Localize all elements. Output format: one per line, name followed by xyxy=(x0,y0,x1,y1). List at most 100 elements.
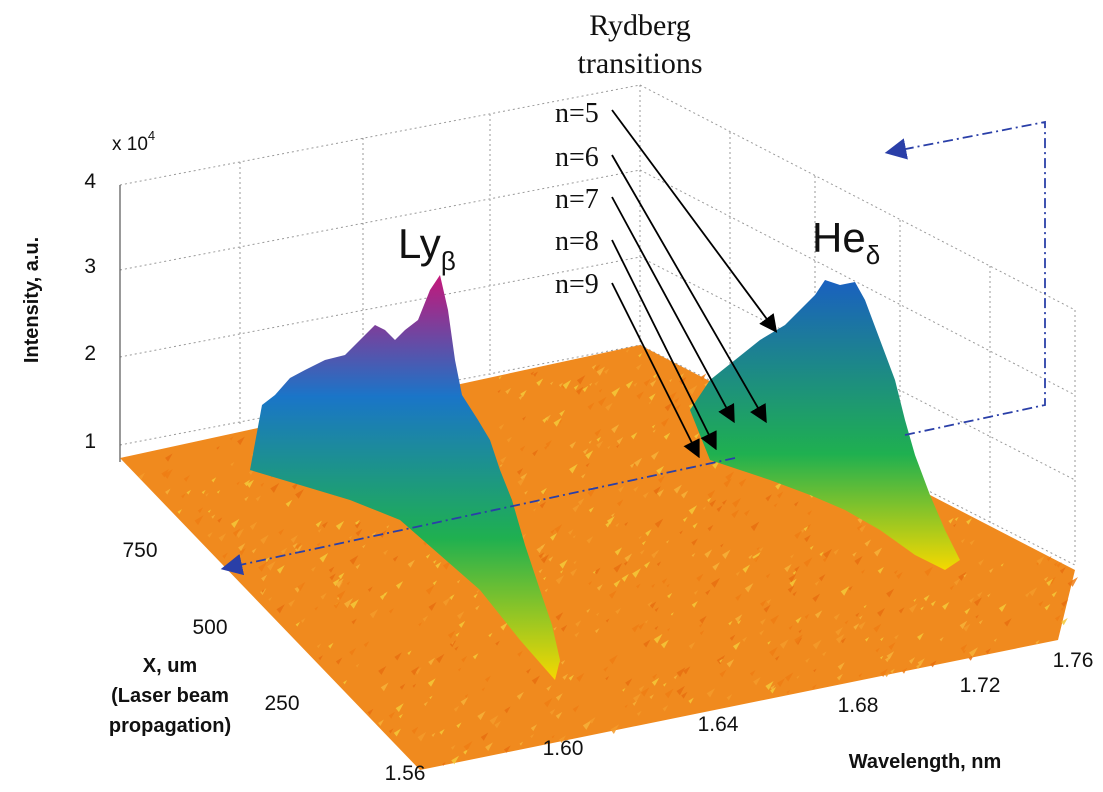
floor-speckle xyxy=(658,475,665,484)
floor-speckle xyxy=(232,528,241,537)
floor-speckle xyxy=(835,633,845,644)
floor-speckle xyxy=(765,681,774,691)
floor-speckle xyxy=(694,432,700,439)
floor-speckle xyxy=(998,603,1007,613)
floor-speckle xyxy=(569,441,577,449)
floor-speckle xyxy=(735,593,742,601)
floor-speckle xyxy=(464,694,469,698)
x-tick-label: 1.76 xyxy=(1053,649,1094,672)
floor-speckle xyxy=(719,669,727,678)
floor-speckle xyxy=(650,379,657,387)
floor-speckle xyxy=(644,561,651,569)
floor-speckle xyxy=(610,724,620,734)
z-tick-label: 3 xyxy=(84,255,96,278)
floor-speckle xyxy=(767,640,771,645)
floor-speckle xyxy=(765,494,772,502)
floor-speckle xyxy=(770,686,777,694)
floor-speckle xyxy=(442,597,451,607)
floor-speckle xyxy=(585,450,594,460)
floor-speckle xyxy=(355,663,360,668)
floor-speckle xyxy=(759,629,765,636)
floor-speckle xyxy=(641,540,646,546)
floor-speckle xyxy=(350,599,359,609)
floor-speckle xyxy=(211,514,216,519)
projection-arrow-x xyxy=(220,457,736,576)
floor-speckle xyxy=(546,685,552,692)
floor-speckle xyxy=(562,673,569,681)
floor-speckle xyxy=(333,601,340,609)
floor-speckle xyxy=(207,531,213,538)
floor-speckle xyxy=(613,563,623,573)
floor-speckle xyxy=(877,566,884,574)
floor-speckle xyxy=(560,659,566,665)
floor-speckle xyxy=(712,460,720,469)
floor-speckle xyxy=(393,728,401,737)
floor-speckle xyxy=(163,469,173,479)
floor-speckle xyxy=(611,387,621,397)
floor-speckle xyxy=(913,598,917,602)
floor-speckle xyxy=(587,487,597,497)
floor-speckle xyxy=(472,653,479,660)
floor-speckle xyxy=(504,706,511,714)
floor-speckle xyxy=(888,642,896,651)
floor-speckle xyxy=(636,583,641,589)
floor-speckle xyxy=(217,517,223,523)
floor-speckle xyxy=(676,667,686,678)
floor-speckle xyxy=(803,557,813,567)
floor-speckle xyxy=(939,636,944,642)
floor-speckle xyxy=(560,624,568,632)
floor-speckle xyxy=(285,499,293,508)
floor-speckle xyxy=(773,503,778,508)
z-tick-label: 1 xyxy=(84,430,96,453)
floor-speckle xyxy=(543,576,547,581)
floor-speckle xyxy=(473,593,478,599)
floor-speckle xyxy=(411,666,420,676)
floor-speckle xyxy=(621,573,629,582)
rydberg-arrow xyxy=(611,239,717,451)
floor-speckle xyxy=(837,662,845,671)
floor-speckle xyxy=(586,536,594,544)
floor-speckle xyxy=(788,625,793,630)
he-delta-label: Heδ xyxy=(812,214,880,270)
floor-speckle xyxy=(520,473,528,481)
floor-speckle xyxy=(588,506,594,513)
floor-speckle xyxy=(742,636,748,643)
rydberg-label: n=9 xyxy=(555,269,599,300)
floor-speckle xyxy=(1055,614,1061,622)
floor-speckle xyxy=(856,524,863,531)
floor-speckle xyxy=(537,499,542,504)
floor-speckle xyxy=(666,583,670,588)
floor-speckle xyxy=(161,469,169,478)
floor-speckle xyxy=(417,731,427,742)
floor-speckle xyxy=(679,530,683,535)
floor-speckle xyxy=(636,391,644,400)
floor-speckle xyxy=(165,453,173,462)
floor-speckle xyxy=(969,539,975,546)
floor-speckle xyxy=(707,524,714,532)
rydberg-arrow xyxy=(611,282,700,459)
floor-speckle xyxy=(615,607,622,615)
floor-speckle xyxy=(550,528,556,535)
floor-speckle xyxy=(616,444,620,448)
floor-speckle xyxy=(319,552,329,563)
floor-speckle xyxy=(425,553,431,559)
floor-speckle xyxy=(636,363,642,371)
floor-speckle xyxy=(456,611,465,620)
y-axis-label: X, um (Laser beam propagation) xyxy=(109,655,231,737)
floor-speckle xyxy=(711,577,721,588)
floor-speckle xyxy=(706,688,716,698)
floor-speckle xyxy=(880,668,888,678)
floor-speckle xyxy=(542,416,549,424)
floor-speckle xyxy=(611,512,615,518)
floor-speckle xyxy=(451,641,455,645)
floor-speckle xyxy=(544,444,549,450)
floor-speckle xyxy=(960,644,968,652)
floor-speckle xyxy=(530,724,538,732)
floor-speckle xyxy=(558,382,564,388)
floor-speckle xyxy=(568,529,574,535)
floor-speckle xyxy=(663,682,667,687)
floor-speckle xyxy=(792,570,797,575)
floor-speckle xyxy=(367,586,373,592)
rydberg-arrow xyxy=(611,154,767,424)
